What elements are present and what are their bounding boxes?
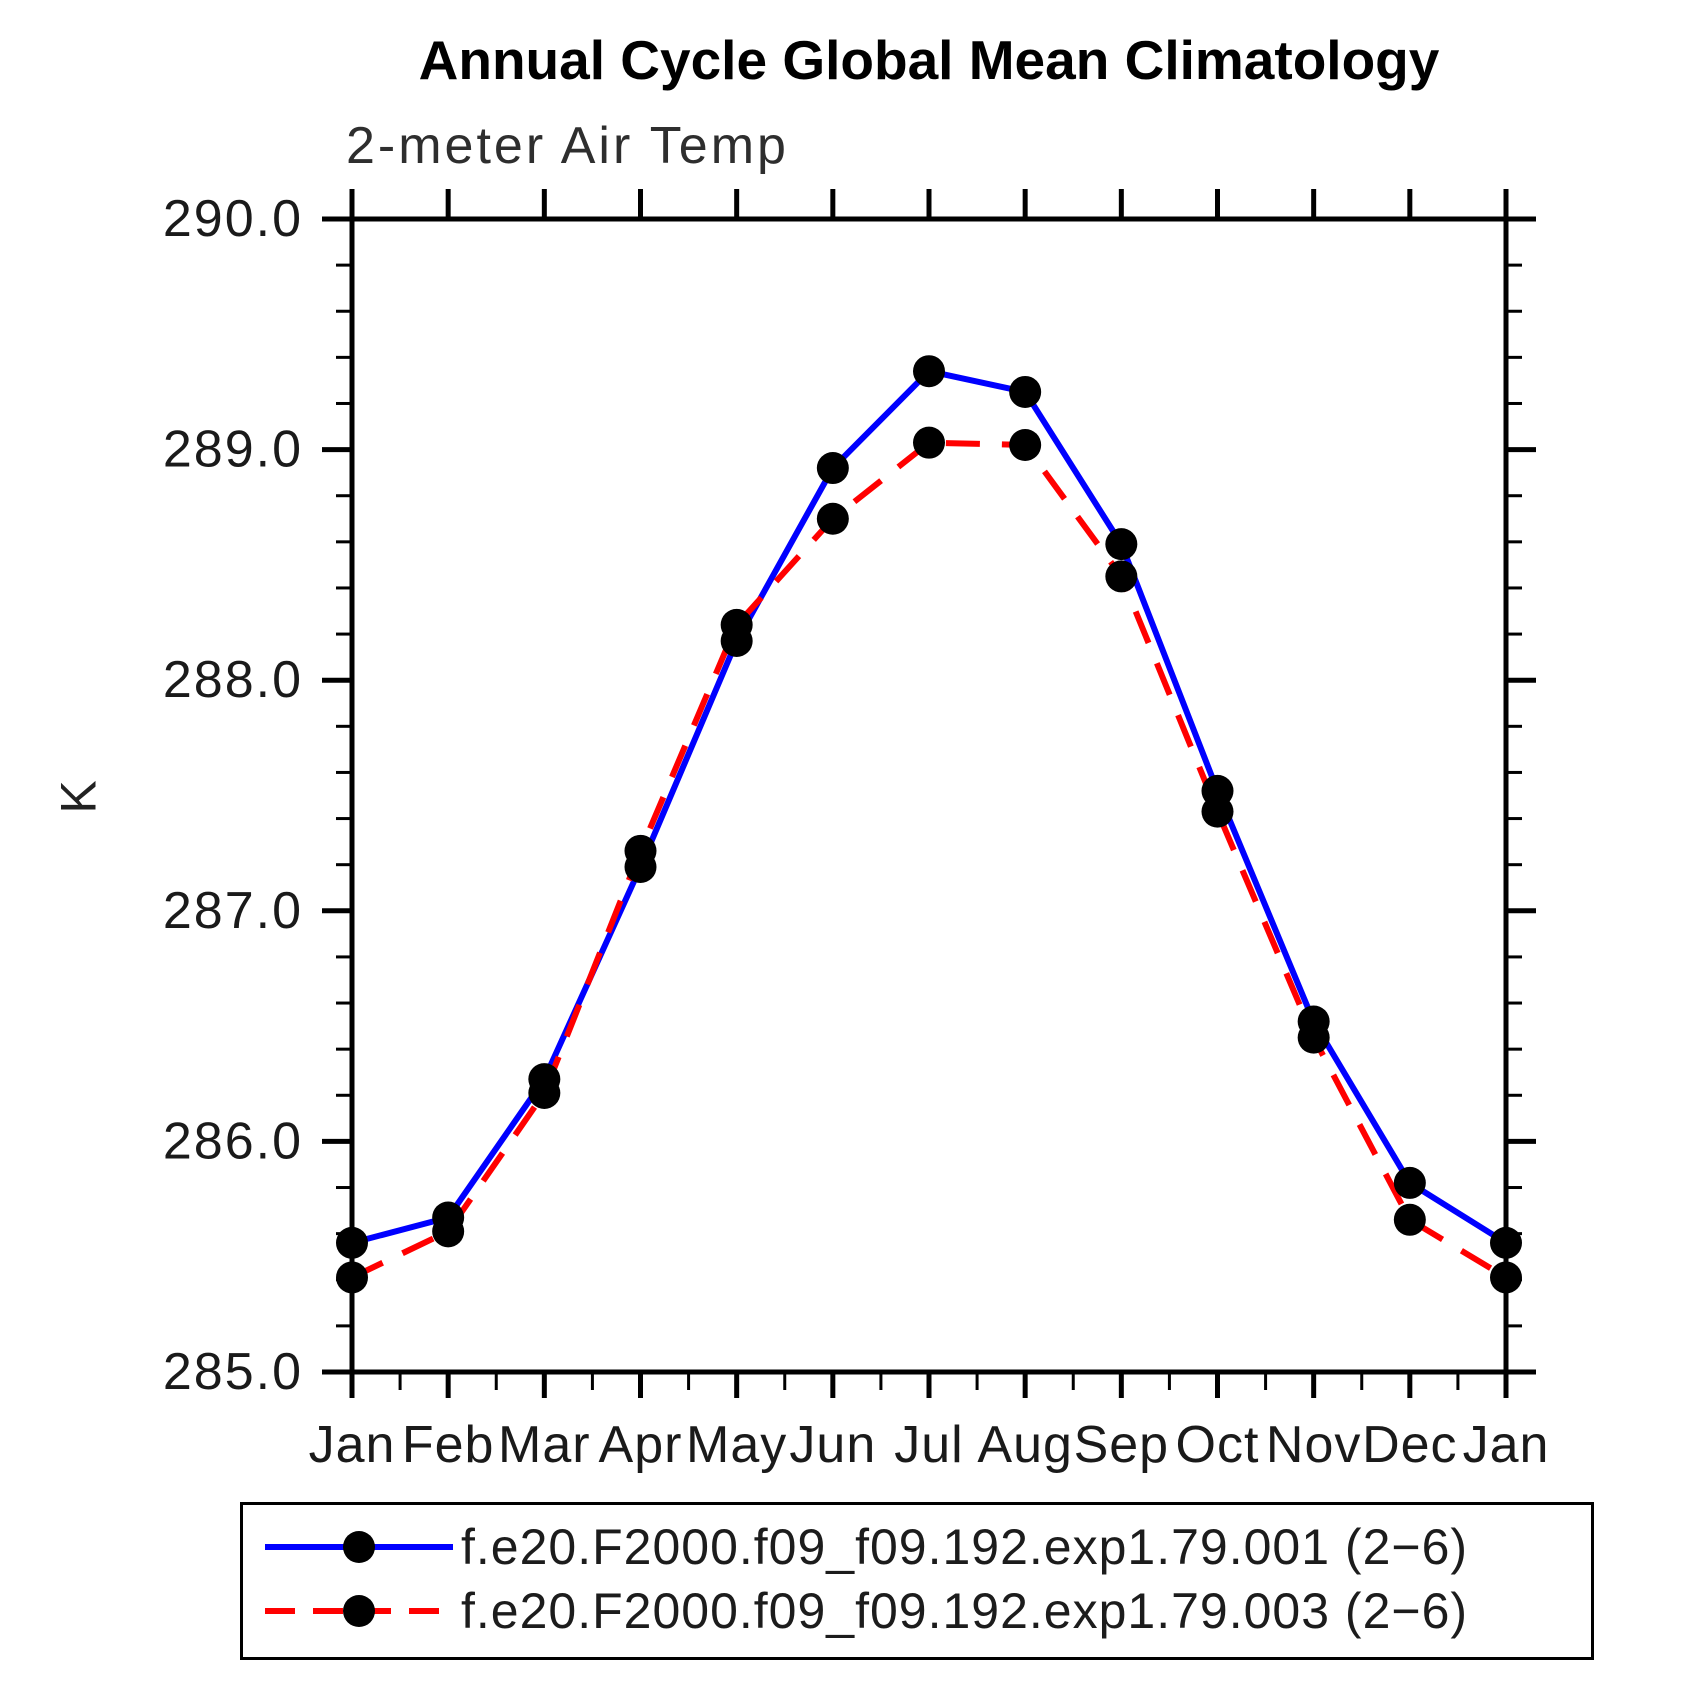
data-point-series-1	[528, 1076, 561, 1109]
data-point-series-1	[624, 834, 657, 867]
legend-sample-solid-line	[265, 1531, 453, 1563]
y-tick-label: 289.0	[163, 421, 303, 479]
data-point-series-1	[1105, 560, 1138, 593]
y-tick-label: 285.0	[163, 1343, 303, 1401]
x-tick-label: Apr	[599, 1416, 683, 1474]
x-tick-label: Mar	[498, 1416, 591, 1474]
x-tick-label: Sep	[1074, 1416, 1170, 1474]
x-tick-label: Jan	[1463, 1416, 1550, 1474]
data-point-series-0	[1490, 1226, 1522, 1259]
data-point-series-0	[913, 355, 945, 388]
data-point-series-1	[720, 608, 753, 641]
legend-box: f.e20.F2000.f09_f09.192.exp1.79.001 (2−6…	[240, 1502, 1594, 1660]
x-tick-label: Oct	[1176, 1416, 1260, 1474]
legend-item-exp-003: f.e20.F2000.f09_f09.192.exp1.79.003 (2−6…	[263, 1583, 1468, 1639]
data-point-series-1	[816, 502, 849, 535]
data-point-series-1	[432, 1215, 465, 1248]
data-point-series-0	[336, 1226, 368, 1259]
data-point-series-0	[1009, 375, 1042, 408]
data-point-series-1	[1490, 1261, 1522, 1294]
data-point-series-1	[336, 1261, 368, 1294]
legend-item-exp-001: f.e20.F2000.f09_f09.192.exp1.79.001 (2−6…	[263, 1519, 1468, 1575]
series-line-0	[351, 368, 1508, 1246]
legend-marker-icon	[343, 1531, 375, 1563]
legend-marker-icon	[343, 1595, 375, 1627]
data-point-series-1	[1009, 428, 1042, 461]
x-tick-label: Dec	[1362, 1416, 1457, 1474]
chart-title: Annual Cycle Global Mean Climatology	[418, 29, 1440, 91]
data-point-series-0	[1393, 1166, 1426, 1199]
chart-subtitle: 2-meter Air Temp	[346, 117, 789, 175]
data-point-series-1	[913, 426, 945, 459]
x-tick-label: May	[686, 1416, 787, 1474]
data-point-series-0	[1105, 528, 1138, 561]
data-point-series-0	[816, 452, 849, 485]
y-tick-label: 287.0	[163, 882, 303, 940]
legend-sample-dashed-line	[265, 1595, 453, 1627]
x-tick-label: Jan	[309, 1416, 396, 1474]
y-tick-label: 288.0	[163, 651, 303, 709]
x-tick-label: Jul	[894, 1416, 963, 1474]
data-point-series-1	[1393, 1203, 1426, 1236]
x-tick-label: Aug	[977, 1416, 1073, 1474]
y-tick-label: 290.0	[163, 190, 303, 248]
data-point-series-1	[1201, 795, 1234, 828]
y-tick-label: 286.0	[163, 1112, 303, 1170]
x-tick-label: Feb	[402, 1416, 495, 1474]
x-tick-label: Nov	[1266, 1416, 1361, 1474]
data-point-series-1	[1297, 1021, 1330, 1054]
legend-label-exp-003: f.e20.F2000.f09_f09.192.exp1.79.003 (2−6…	[461, 1583, 1469, 1639]
x-tick-label: Jun	[789, 1416, 876, 1474]
legend-label-exp-001: f.e20.F2000.f09_f09.192.exp1.79.001 (2−6…	[461, 1519, 1469, 1575]
series-line-1	[350, 439, 1508, 1281]
